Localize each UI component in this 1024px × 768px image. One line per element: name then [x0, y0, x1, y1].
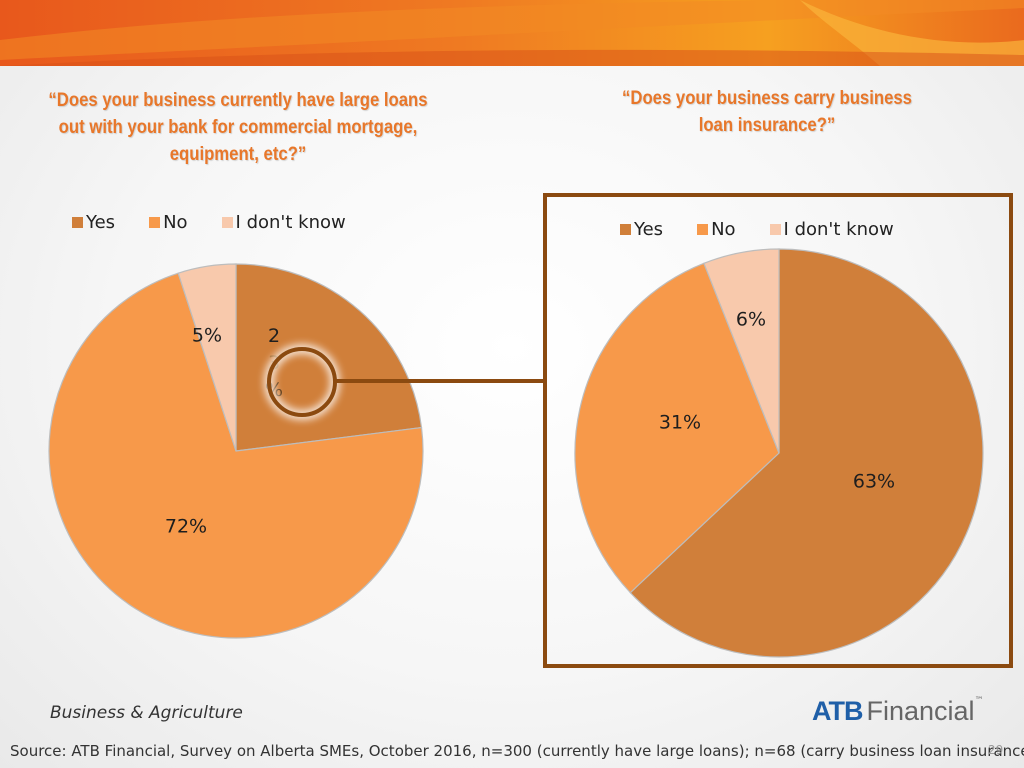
legend-label: Yes	[86, 212, 116, 233]
section-label: Business & Agriculture	[50, 703, 243, 723]
data-label: 6%	[736, 309, 766, 331]
swatch-no	[697, 224, 709, 235]
legend-label: No	[163, 212, 188, 233]
highlight-box	[543, 193, 1013, 668]
legend-label: No	[711, 219, 736, 240]
pie-chart-right: 63% 31% 6%	[574, 248, 984, 658]
data-label: 5%	[192, 325, 222, 347]
legend-label: I don't know	[783, 219, 894, 240]
question-left: “Does your business currently have large…	[48, 90, 428, 165]
slice-dont-know	[703, 248, 780, 454]
callout-circle	[267, 347, 337, 417]
swatch-no	[149, 217, 161, 228]
data-label: 31%	[659, 412, 701, 434]
legend-item-yes: Yes	[72, 212, 115, 233]
swatch-dont-know	[769, 224, 781, 235]
swatch-yes	[620, 224, 631, 235]
logo-financial: Financial	[866, 696, 975, 726]
legend-left: Yes No I don't know	[72, 212, 346, 233]
legend-label: I don't know	[235, 212, 346, 233]
slice-no	[48, 272, 424, 639]
swatch-dont-know	[221, 217, 233, 228]
slice-yes	[629, 248, 984, 658]
legend-item-dont-know: I don't know	[769, 219, 894, 240]
logo-atb: ATB	[812, 696, 863, 726]
atb-financial-logo: ATB Financial™	[812, 696, 984, 727]
legend-item-yes: Yes	[620, 219, 663, 240]
slice-dont-know	[177, 263, 237, 452]
pie-chart-left: 2 3 %72%5%	[48, 263, 424, 639]
legend-item-dont-know: I don't know	[221, 212, 346, 233]
data-label: 63%	[853, 471, 895, 493]
swatch-yes	[72, 217, 83, 228]
slice-no	[574, 262, 780, 594]
legend-item-no: No	[149, 212, 188, 233]
data-label: 72%	[165, 516, 207, 538]
page-number: 29	[988, 743, 1004, 757]
header-banner	[0, 0, 1024, 66]
question-right: “Does your business carry business loan …	[622, 88, 912, 136]
logo-tm: ™	[974, 696, 984, 706]
legend-item-no: No	[697, 219, 736, 240]
source-note: Source: ATB Financial, Survey on Alberta…	[10, 742, 1024, 760]
callout	[264, 344, 543, 420]
legend-right: Yes No I don't know	[620, 219, 894, 240]
legend-label: Yes	[634, 219, 664, 240]
